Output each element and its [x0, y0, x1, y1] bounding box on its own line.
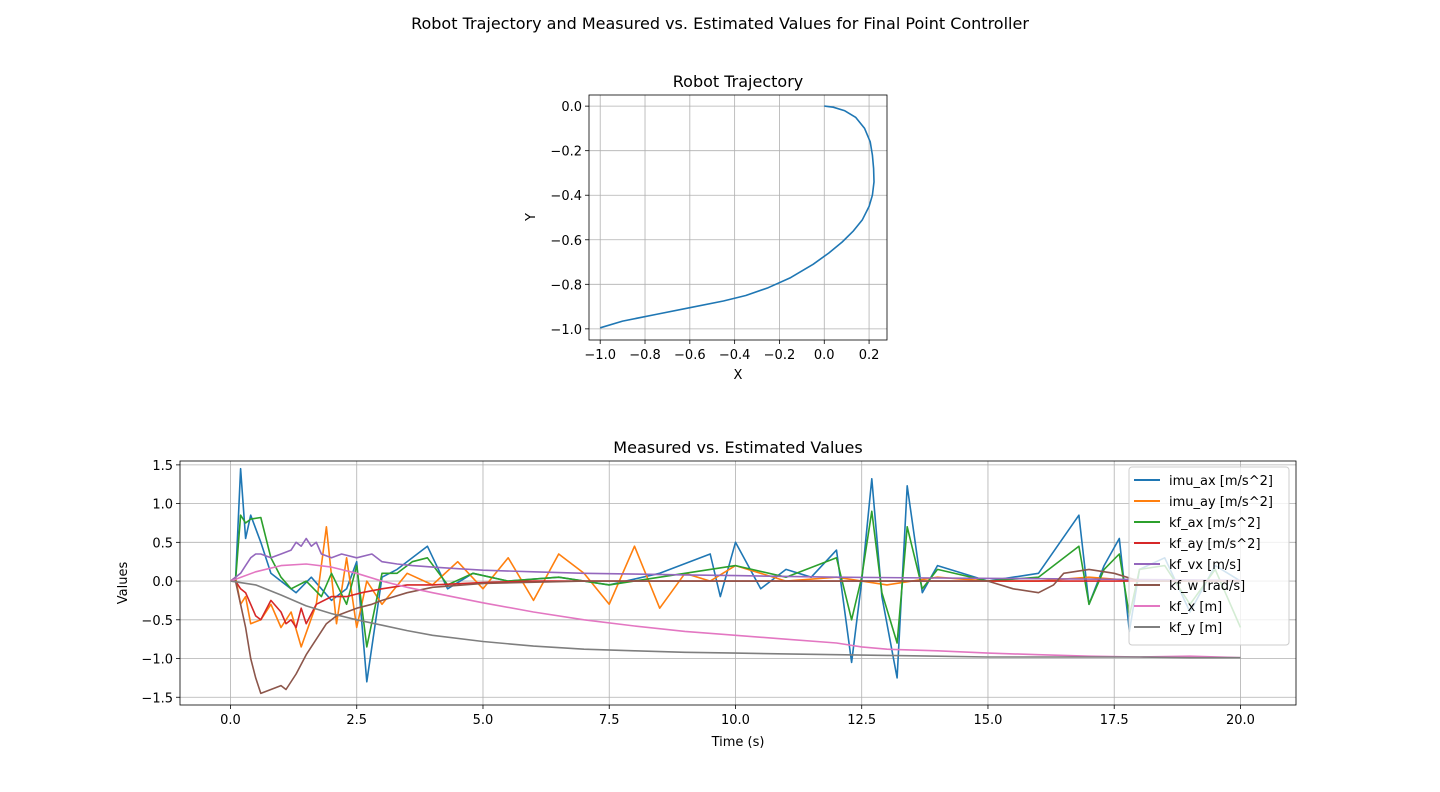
trajectory-ytick-label: 0.0: [561, 100, 582, 115]
trajectory-xtick-label: 0.0: [814, 348, 835, 363]
measured-ytick-label: −0.5: [141, 614, 173, 629]
measured-xtick-label: 12.5: [847, 713, 876, 728]
legend-label: kf_vx [m/s]: [1169, 558, 1241, 573]
trajectory-ytick-label: −0.2: [550, 145, 582, 160]
measured-xtick-label: 7.5: [599, 713, 620, 728]
measured-line-kf-y: [230, 580, 1241, 659]
measured-ytick-label: 1.0: [152, 498, 173, 513]
measured-xtick-label: 17.5: [1100, 713, 1129, 728]
trajectory-xlabel: X: [734, 368, 743, 383]
legend-label: imu_ax [m/s^2]: [1169, 474, 1273, 489]
trajectory-ticks: −1.0 −0.8 −0.6 −0.4 −0.2 0.0 0.2 0.0 −0.2 −0.4 −0.…: [550, 100, 879, 363]
trajectory-xtick-label: 0.2: [859, 348, 880, 363]
measured-xtick-label: 5.0: [473, 713, 494, 728]
legend-box: [1128, 466, 1290, 646]
trajectory-xtick-label: −0.2: [764, 348, 796, 363]
measured-line-kf-w: [230, 568, 1241, 695]
measured-line-imu-ay: [230, 525, 1241, 648]
measured-xtick-label: 0.0: [220, 713, 241, 728]
trajectory-axes: Robot Trajectory −1.0 −0.8 −0.6 −0.4 −0.2 0.0…: [524, 72, 888, 383]
trajectory-series: [599, 105, 875, 329]
trajectory-ytick-label: −1.0: [550, 323, 582, 338]
legend-label: kf_w [rad/s]: [1169, 579, 1245, 594]
measured-series: [230, 467, 1242, 695]
measured-xtick-label: 15.0: [973, 713, 1002, 728]
legend-label: kf_ax [m/s^2]: [1169, 516, 1261, 531]
measured-ytick-label: 1.5: [152, 459, 173, 474]
measured-axes: Measured vs. Estimated Values 0.0 2.5 5.0 7…: [116, 438, 1297, 750]
trajectory-xtick-label: −1.0: [584, 348, 616, 363]
trajectory-title: Robot Trajectory: [673, 72, 804, 91]
trajectory-ytick-label: −0.4: [550, 189, 582, 204]
trajectory-xtick-label: −0.6: [674, 348, 706, 363]
measured-ytick-label: 0.0: [152, 575, 173, 590]
measured-ytick-label: −1.0: [141, 653, 173, 668]
trajectory-xtick-label: −0.8: [629, 348, 661, 363]
measured-ticks: 0.0 2.5 5.0 7.5 10.0 12.5 15.0 17.5 20.0 1.5 1.0 0.…: [141, 459, 1255, 728]
measured-legend: imu_ax [m/s^2] imu_ay [m/s^2] kf_ax [m/s^2…: [1128, 466, 1290, 646]
measured-frame: [179, 460, 1297, 706]
measured-xlabel: Time (s): [711, 735, 765, 750]
legend-label: imu_ay [m/s^2]: [1169, 495, 1273, 510]
measured-ytick-label: 0.5: [152, 536, 173, 551]
measured-line-kf-ax: [230, 510, 1242, 648]
measured-ytick-label: −1.5: [141, 691, 173, 706]
measured-xtick-label: 2.5: [346, 713, 367, 728]
measured-ylabel: Values: [116, 562, 131, 605]
measured-title: Measured vs. Estimated Values: [613, 438, 862, 457]
measured-line-kf-x: [230, 563, 1241, 659]
trajectory-ytick-label: −0.6: [550, 234, 582, 249]
trajectory-line: [599, 105, 875, 329]
measured-xtick-label: 20.0: [1226, 713, 1255, 728]
trajectory-grid: [589, 95, 887, 340]
legend-label: kf_y [m]: [1169, 621, 1222, 636]
figure-suptitle: Robot Trajectory and Measured vs. Estima…: [411, 14, 1029, 33]
trajectory-ytick-label: −0.8: [550, 278, 582, 293]
trajectory-ylabel: Y: [524, 213, 539, 222]
measured-line-imu-ax: [230, 467, 1241, 683]
legend-label: kf_ay [m/s^2]: [1169, 537, 1261, 552]
trajectory-xtick-label: −0.4: [719, 348, 751, 363]
measured-xtick-label: 10.0: [721, 713, 750, 728]
trajectory-frame: [588, 94, 888, 341]
legend-label: kf_x [m]: [1169, 600, 1222, 615]
measured-line-kf-vx: [230, 537, 1241, 582]
